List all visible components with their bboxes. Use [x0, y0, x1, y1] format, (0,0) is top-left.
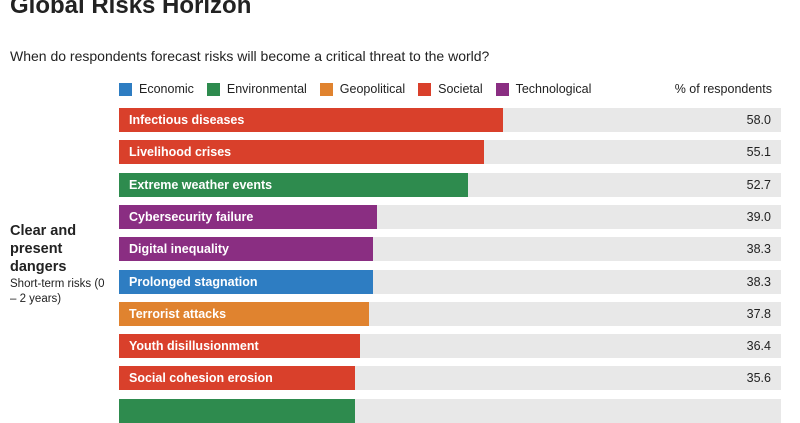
legend-item-environmental: Environmental	[206, 82, 307, 96]
bar: Livelihood crises	[119, 140, 484, 165]
bar-row: Infectious diseases 58.0	[119, 108, 781, 132]
group-heading: Clear and present dangers	[10, 223, 77, 275]
bar: Youth disillusionment	[119, 334, 360, 359]
bar-value-label: 58.0	[746, 113, 771, 127]
bar-label: Terrorist attacks	[129, 306, 227, 321]
bar: Cybersecurity failure	[119, 204, 378, 229]
legend-item-technological: Technological	[495, 82, 592, 96]
bar-value-label: 38.3	[746, 242, 771, 257]
value-column-header: % of respondents	[674, 82, 772, 96]
bar-value-label: 55.1	[746, 145, 771, 160]
legend-swatch	[418, 82, 432, 96]
bar-row	[119, 398, 781, 423]
group-subheading: Short-term risks (0 – 2 years)	[10, 278, 105, 305]
bar-label: Social cohesion erosion	[129, 371, 273, 386]
legend-swatch	[206, 82, 220, 96]
bar-value-label: 38.3	[746, 274, 771, 289]
legend-swatch	[119, 82, 132, 96]
bar-chart: Infectious diseases 58.0 Livelihood crises…	[119, 0, 781, 423]
bar-value-label: 35.6	[746, 371, 771, 386]
legend-item-geopolitical: Geopolitical	[319, 82, 406, 96]
bar: Prolonged stagnation	[119, 269, 373, 294]
bar-label: Youth disillusionment	[129, 339, 259, 354]
legend-swatch	[495, 82, 509, 96]
legend-swatch	[319, 82, 333, 96]
bar-label: Livelihood crises	[129, 145, 232, 160]
bar-label: Digital inequality	[129, 242, 230, 257]
bar-row: Prolonged stagnation 38.3	[119, 269, 781, 294]
bar-row: Cybersecurity failure 39.0	[119, 204, 781, 229]
bar-row: Extreme weather events 52.7	[119, 172, 781, 197]
bar-label: Cybersecurity failure	[129, 209, 254, 224]
bar-row: Livelihood crises 55.1	[119, 140, 781, 165]
legend-label: Geopolitical	[339, 82, 406, 96]
bar: Digital inequality	[119, 237, 373, 262]
bar-value-label: 37.8	[746, 306, 771, 321]
bar-row: Social cohesion erosion 35.6	[119, 366, 781, 391]
bar: Social cohesion erosion	[119, 366, 355, 391]
bar-row: Youth disillusionment 36.4	[119, 334, 781, 359]
bar-value-label: 36.4	[746, 339, 771, 354]
bar: Infectious diseases	[119, 108, 503, 132]
legend: Economic Environmental Geopolitical Societa…	[119, 80, 604, 98]
bar	[119, 398, 355, 423]
legend-label: Environmental	[226, 82, 307, 96]
bar-value-label: 39.0	[746, 209, 771, 224]
legend-label: Societal	[438, 82, 483, 96]
chart-subtitle: When do respondents forecast risks will …	[10, 48, 490, 64]
legend-item-economic: Economic	[119, 82, 194, 96]
legend-label: Technological	[515, 82, 592, 96]
bar: Extreme weather events	[119, 172, 468, 197]
bar-label: Prolonged stagnation	[129, 274, 258, 289]
legend-item-societal: Societal	[418, 82, 483, 96]
bar: Terrorist attacks	[119, 301, 370, 326]
legend-label: Economic	[139, 82, 194, 96]
bar-row: Terrorist attacks 37.8	[119, 301, 781, 326]
bar-label: Infectious diseases	[129, 113, 245, 127]
bar-label: Extreme weather events	[129, 177, 273, 192]
chart-title: Global Risks Horizon	[10, 0, 252, 19]
bar-row: Digital inequality 38.3	[119, 237, 781, 262]
bar-value-label: 52.7	[746, 177, 771, 192]
